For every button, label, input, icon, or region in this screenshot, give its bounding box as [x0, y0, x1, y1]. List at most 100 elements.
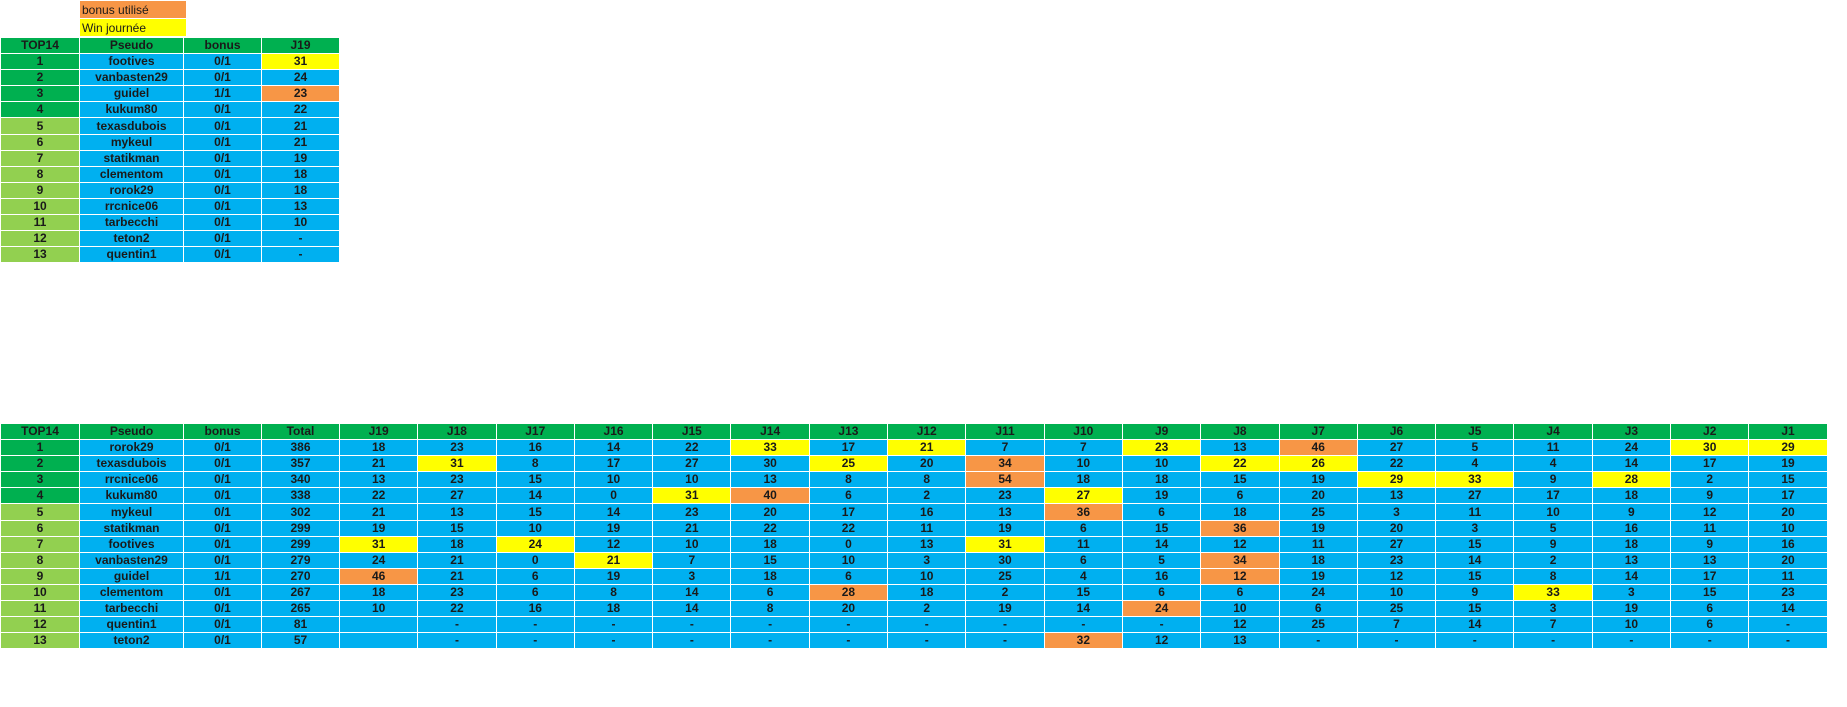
bonus-cell: 0/1	[183, 246, 262, 264]
pseudo-cell: rrcnice06	[79, 471, 184, 489]
score-cell: -	[808, 632, 889, 650]
pseudo-cell: guidel	[79, 85, 184, 103]
score-cell: 20	[1278, 487, 1358, 505]
score-cell: 11	[1670, 519, 1750, 537]
rank-cell: 9	[0, 567, 80, 585]
score-cell: 20	[808, 600, 889, 618]
rank-cell: 6	[0, 133, 80, 151]
score-cell: 13	[417, 503, 497, 521]
rank-cell: 3	[0, 85, 80, 103]
bonus-cell: 0/1	[183, 551, 262, 569]
score-cell: 17	[808, 439, 889, 457]
score-cell: 11	[1278, 535, 1358, 553]
table-row: 8 vanbasten29 0/1 279 24 21 0 21 7 15 10 3 30 6 5 34 18 2…	[0, 551, 1828, 569]
score-cell: 3	[1356, 503, 1437, 521]
score-cell: 24	[1591, 439, 1672, 457]
score-cell: 34	[1200, 551, 1280, 569]
score-cell: 20	[1748, 503, 1828, 521]
table-row: 3 rrcnice06 0/1 340 13 23 15 10 10 13 8 8 54 18 18 15 19…	[0, 471, 1828, 489]
score-cell: 31	[338, 535, 419, 553]
score-cell: 10	[1043, 455, 1123, 473]
bonus-cell: 0/1	[183, 519, 262, 537]
score-cell: -	[1670, 632, 1750, 650]
rank-cell: 4	[0, 487, 80, 505]
bonus-cell: 1/1	[183, 567, 262, 585]
score-cell: 14	[1591, 455, 1672, 473]
score-cell: 11	[1513, 439, 1593, 457]
score-cell: 19	[1748, 455, 1828, 473]
score-cell: 22	[808, 519, 889, 537]
pseudo-cell: statikman	[79, 149, 184, 167]
score-cell: 0	[573, 487, 654, 505]
table-row: 8 clementom 0/1 18	[0, 165, 340, 183]
score-cell: 21	[261, 117, 340, 135]
score-cell: 2	[1670, 471, 1750, 489]
score-cell: 27	[1356, 535, 1437, 553]
score-cell: 19	[573, 519, 654, 537]
score-cell: 24	[1278, 583, 1358, 602]
legend-bonus: bonus utilisé	[79, 0, 187, 19]
score-cell: 6	[1043, 551, 1123, 569]
score-cell: 12	[1200, 616, 1280, 634]
total-cell: 302	[261, 503, 340, 521]
score-cell: 13	[965, 503, 1045, 521]
rank-cell: 9	[0, 181, 80, 199]
score-cell: 46	[1278, 439, 1358, 457]
score-cell: 19	[1278, 519, 1358, 537]
bonus-cell: 0/1	[183, 53, 262, 71]
score-cell: 18	[417, 535, 497, 553]
header-cell: J15	[652, 422, 732, 441]
rank-cell: 5	[0, 503, 80, 521]
score-cell: 22	[652, 439, 732, 457]
score-cell: 27	[1435, 487, 1515, 505]
score-cell: 4	[1435, 455, 1515, 473]
bonus-cell: 0/1	[183, 455, 262, 473]
score-cell: 10	[652, 471, 732, 489]
score-cell: 27	[1043, 487, 1123, 505]
header-cell: J6	[1356, 422, 1437, 441]
score-cell: -	[965, 632, 1045, 650]
score-cell: 18	[338, 439, 419, 457]
score-cell: 15	[417, 519, 497, 537]
header-cell: J11	[965, 422, 1045, 441]
score-cell: 16	[495, 600, 575, 618]
score-cell: 11	[887, 519, 967, 537]
total-cell: 267	[261, 583, 340, 602]
pseudo-cell: tarbecchi	[79, 600, 184, 618]
score-cell: 28	[808, 583, 889, 602]
total-cell: 299	[261, 519, 340, 537]
score-cell: 18	[887, 583, 967, 602]
score-cell: 24	[1121, 600, 1202, 618]
score-cell: 2	[1513, 551, 1593, 569]
score-cell: 19	[965, 519, 1045, 537]
score-cell: 14	[1043, 600, 1123, 618]
score-cell: 11	[1043, 535, 1123, 553]
score-cell: 29	[1748, 439, 1828, 457]
score-cell: 5	[1121, 551, 1202, 569]
table-row: 3 guidel 1/1 23	[0, 85, 340, 103]
legend: bonus utilisé Win journée	[79, 0, 187, 37]
score-cell: 18	[730, 535, 810, 553]
table-row: 7 footives 0/1 299 31 18 24 12 10 18 0 13 31 11 14 12 11…	[0, 535, 1828, 553]
score-cell: 21	[417, 551, 497, 569]
score-cell: 15	[1043, 583, 1123, 602]
score-cell: 14	[1435, 551, 1515, 569]
score-cell: 18	[261, 165, 340, 183]
score-cell: 8	[1513, 567, 1593, 585]
score-cell: 10	[652, 535, 732, 553]
score-cell: 6	[1043, 519, 1123, 537]
score-cell: 15	[495, 471, 575, 489]
bonus-cell: 0/1	[183, 117, 262, 135]
header-cell: J5	[1435, 422, 1515, 441]
score-cell: -	[730, 632, 810, 650]
rank-cell: 3	[0, 471, 80, 489]
total-cell: 357	[261, 455, 340, 473]
score-cell: 10	[1748, 519, 1828, 537]
score-cell: 9	[1670, 535, 1750, 553]
table-row: 10 clementom 0/1 267 18 23 6 8 14 6 28 18 2 15 6 6 24 10 9…	[0, 583, 1828, 602]
score-cell: 33	[1435, 471, 1515, 489]
score-cell: 18	[1121, 471, 1202, 489]
score-cell: 6	[1670, 616, 1750, 634]
total-cell: 265	[261, 600, 340, 618]
score-cell: 23	[652, 503, 732, 521]
